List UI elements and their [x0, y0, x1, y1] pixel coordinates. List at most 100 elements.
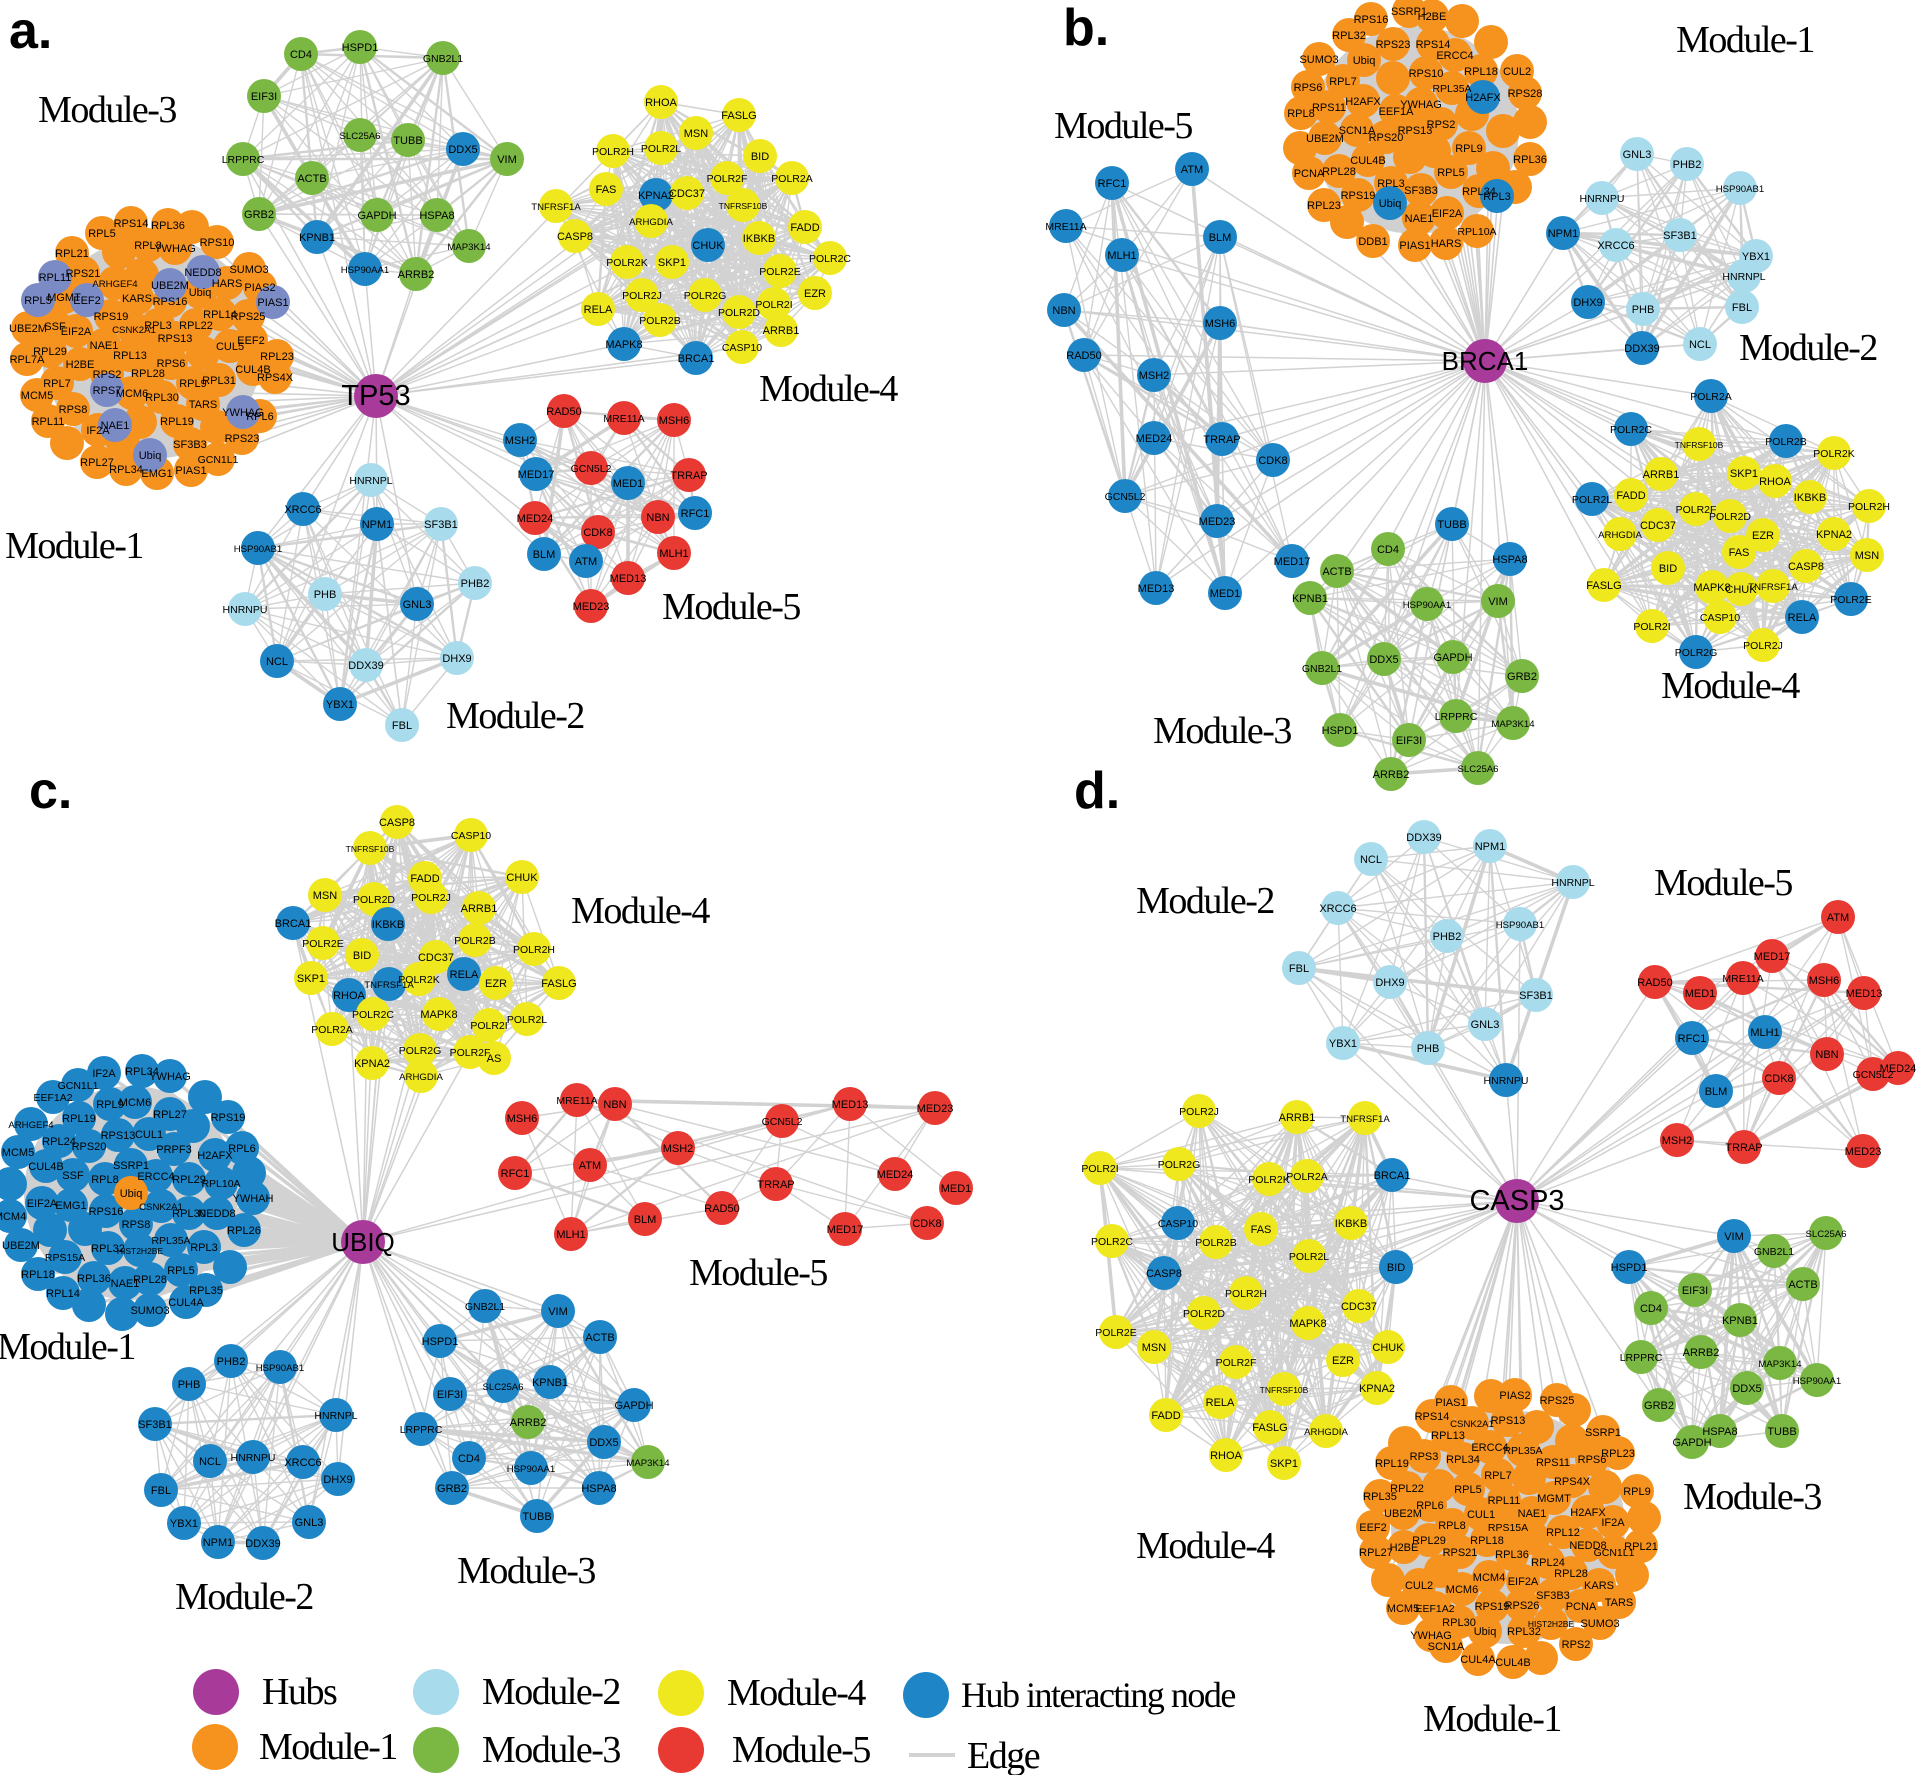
- svg-text:RPL36: RPL36: [1495, 1549, 1529, 1561]
- svg-text:SF3B3: SF3B3: [1404, 185, 1438, 197]
- svg-text:MGMT: MGMT: [1537, 1493, 1571, 1505]
- svg-text:POLR2I: POLR2I: [1633, 621, 1670, 633]
- svg-text:FASLG: FASLG: [541, 978, 576, 990]
- svg-text:H2AFX: H2AFX: [197, 1150, 233, 1162]
- svg-text:BRCA1: BRCA1: [275, 918, 312, 930]
- svg-text:RPS3: RPS3: [1410, 1451, 1439, 1463]
- svg-text:RPL28: RPL28: [133, 1274, 167, 1286]
- svg-text:EIF3I: EIF3I: [437, 1389, 463, 1401]
- svg-text:BRCA1: BRCA1: [1374, 1170, 1411, 1182]
- svg-text:POLR2D: POLR2D: [353, 894, 395, 906]
- svg-text:RPS19: RPS19: [1341, 190, 1376, 202]
- svg-text:CASP8: CASP8: [557, 231, 593, 243]
- svg-text:IKBKB: IKBKB: [372, 919, 404, 931]
- svg-text:c.: c.: [29, 762, 72, 820]
- svg-text:NPM1: NPM1: [203, 1537, 234, 1549]
- svg-text:KPNB1: KPNB1: [532, 1377, 568, 1389]
- svg-text:MAP3K14: MAP3K14: [1758, 1359, 1802, 1370]
- svg-text:RAD50: RAD50: [1066, 350, 1101, 362]
- svg-text:RPS19: RPS19: [1475, 1601, 1510, 1613]
- svg-text:MAPK8: MAPK8: [605, 339, 642, 351]
- svg-text:POLR2L: POLR2L: [1572, 494, 1612, 506]
- svg-text:KPNB1: KPNB1: [1292, 593, 1328, 605]
- svg-text:RPL8: RPL8: [134, 240, 162, 252]
- svg-text:Module-1: Module-1: [1423, 1698, 1561, 1740]
- svg-text:RPS23: RPS23: [225, 433, 260, 445]
- svg-text:RPL27: RPL27: [80, 457, 114, 469]
- svg-text:FAS: FAS: [1729, 547, 1750, 559]
- svg-text:RPS6: RPS6: [157, 358, 186, 370]
- svg-text:POLR2F: POLR2F: [1676, 504, 1717, 516]
- svg-text:UBE2M: UBE2M: [2, 1240, 40, 1252]
- svg-text:Ubiq: Ubiq: [1353, 55, 1376, 67]
- svg-text:CSNK2A1: CSNK2A1: [112, 325, 156, 336]
- svg-text:RPL13: RPL13: [1431, 1430, 1465, 1442]
- svg-text:GNB2L1: GNB2L1: [1754, 1246, 1794, 1258]
- svg-text:RPL35: RPL35: [189, 1285, 223, 1297]
- svg-text:RPS6: RPS6: [1294, 82, 1323, 94]
- svg-text:BLM: BLM: [1705, 1086, 1728, 1098]
- svg-text:DDX5: DDX5: [1369, 654, 1398, 666]
- svg-text:RPL27: RPL27: [1359, 1547, 1393, 1559]
- svg-text:PHB2: PHB2: [461, 578, 490, 590]
- svg-text:CDC37: CDC37: [669, 188, 705, 200]
- svg-text:HNRNPL: HNRNPL: [1551, 877, 1594, 889]
- svg-text:POLR2J: POLR2J: [1179, 1106, 1219, 1118]
- svg-text:EMG1: EMG1: [141, 468, 172, 480]
- svg-text:a.: a.: [9, 2, 52, 60]
- svg-text:MCM6: MCM6: [119, 1097, 151, 1109]
- svg-text:ARRB1: ARRB1: [1279, 1112, 1316, 1124]
- svg-text:TRRAP: TRRAP: [670, 470, 707, 482]
- svg-text:NPM1: NPM1: [1548, 228, 1579, 240]
- svg-text:RPL34: RPL34: [109, 464, 143, 476]
- svg-text:RPS7: RPS7: [93, 385, 122, 397]
- svg-text:NEDD8: NEDD8: [198, 1208, 235, 1220]
- svg-text:MSH6: MSH6: [659, 415, 690, 427]
- svg-text:PIAS1: PIAS1: [257, 297, 288, 309]
- svg-text:MLH1: MLH1: [659, 548, 688, 560]
- svg-text:NAE1: NAE1: [1518, 1508, 1547, 1520]
- svg-text:RPS10: RPS10: [200, 237, 235, 249]
- svg-text:RPL18: RPL18: [21, 1269, 55, 1281]
- svg-text:DHX9: DHX9: [1573, 297, 1602, 309]
- svg-text:EEF2: EEF2: [73, 295, 101, 307]
- svg-text:RELA: RELA: [584, 304, 613, 316]
- svg-text:POLR2B: POLR2B: [454, 935, 495, 947]
- svg-text:VIM: VIM: [1724, 1231, 1744, 1243]
- svg-text:Module-4: Module-4: [1136, 1525, 1275, 1567]
- svg-text:MSH6: MSH6: [1205, 318, 1236, 330]
- svg-text:RPL5: RPL5: [1454, 1484, 1482, 1496]
- svg-text:VIM: VIM: [497, 154, 517, 166]
- svg-text:HIST2H2BE: HIST2H2BE: [1528, 1619, 1575, 1629]
- svg-text:H2AFX: H2AFX: [1345, 96, 1381, 108]
- svg-text:Ubiq: Ubiq: [139, 450, 162, 462]
- svg-text:Module-2: Module-2: [446, 695, 584, 737]
- svg-text:H2BE: H2BE: [1390, 1542, 1419, 1554]
- svg-text:RPL35: RPL35: [1363, 1491, 1397, 1503]
- svg-text:Module-5: Module-5: [689, 1252, 827, 1294]
- svg-text:HIST2H2BE: HIST2H2BE: [117, 1246, 164, 1256]
- svg-text:POLR2H: POLR2H: [1848, 501, 1890, 513]
- svg-text:MSN: MSN: [1855, 550, 1880, 562]
- svg-text:BID: BID: [1387, 1262, 1405, 1274]
- svg-text:KARS: KARS: [122, 293, 152, 305]
- svg-text:HNRNPL: HNRNPL: [1722, 271, 1765, 283]
- svg-text:Ubiq: Ubiq: [1474, 1626, 1497, 1638]
- svg-text:RPS26: RPS26: [1505, 1600, 1540, 1612]
- svg-text:NPM1: NPM1: [1475, 841, 1506, 853]
- svg-text:GAPDH: GAPDH: [614, 1400, 653, 1412]
- svg-text:MCM5: MCM5: [21, 390, 53, 402]
- svg-text:BID: BID: [751, 151, 769, 163]
- svg-text:RPS6: RPS6: [1578, 1454, 1607, 1466]
- svg-text:GCN1L1: GCN1L1: [198, 454, 239, 466]
- svg-text:Module-4: Module-4: [1661, 665, 1800, 707]
- svg-text:RPL22: RPL22: [1390, 1483, 1424, 1495]
- svg-text:RPL9: RPL9: [179, 378, 207, 390]
- svg-text:MCM5: MCM5: [2, 1147, 34, 1159]
- svg-text:RPL35A: RPL35A: [1503, 1445, 1542, 1457]
- svg-text:MED17: MED17: [1274, 556, 1311, 568]
- svg-text:MSH6: MSH6: [1809, 975, 1840, 987]
- svg-text:Edge: Edge: [967, 1735, 1040, 1775]
- svg-text:FADD: FADD: [1151, 1410, 1180, 1422]
- svg-text:NBN: NBN: [603, 1099, 626, 1111]
